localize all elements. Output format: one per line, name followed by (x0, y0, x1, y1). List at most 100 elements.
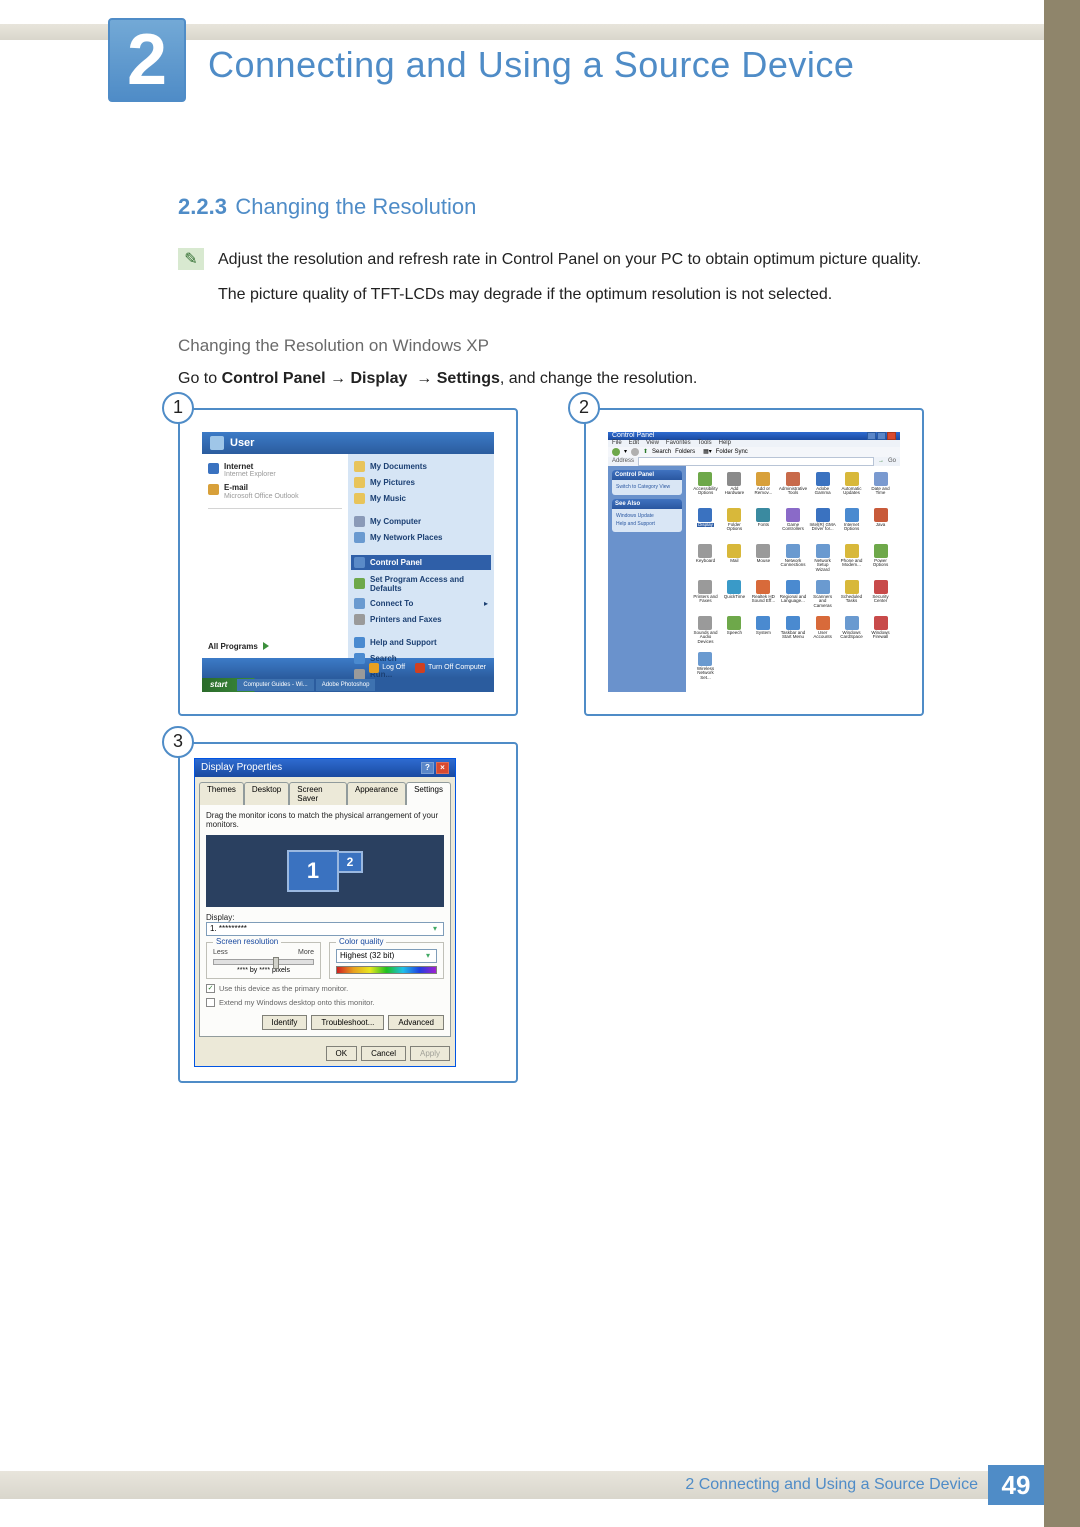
cp-icon: Java (867, 508, 894, 542)
mymusic: My Music (370, 494, 406, 503)
apply-button[interactable]: Apply (410, 1046, 450, 1061)
cpanel-icon (354, 557, 365, 568)
display-select[interactable]: 1. *********▾ (206, 922, 444, 936)
monitor-2[interactable]: 2 (337, 851, 363, 873)
drag-instruction: Drag the monitor icons to match the phys… (206, 811, 444, 829)
ok-button[interactable]: OK (326, 1046, 358, 1061)
cp-icon: Keyboard (692, 544, 719, 578)
cp-icon: Add Hardware (721, 472, 748, 506)
cp-icon: Network Setup Wizard (809, 544, 836, 578)
logoff: Log Off (382, 664, 405, 671)
connect-to: Connect To (370, 599, 413, 608)
tab-screensaver[interactable]: Screen Saver (289, 782, 347, 805)
screenshot-1: 1 User InternetInternet Explorer E-mailM… (178, 408, 518, 716)
cp-icon: Sounds and Audio Devices (692, 616, 719, 650)
tab-desktop[interactable]: Desktop (244, 782, 289, 805)
instr-suffix: , and change the resolution. (500, 370, 697, 387)
folder-icon (354, 493, 365, 504)
troubleshoot-button[interactable]: Troubleshoot... (311, 1015, 384, 1030)
step-badge-3: 3 (162, 726, 194, 758)
primary-monitor-checkbox[interactable]: ✓Use this device as the primary monitor. (206, 984, 444, 993)
chapter-badge: 2 (108, 18, 186, 102)
color-group-label: Color quality (336, 937, 386, 946)
monitor-canvas[interactable]: 1 2 (206, 835, 444, 907)
cp-icon: Security Center (867, 580, 894, 614)
cp-icon: Folder Options (721, 508, 748, 542)
page-number: 49 (988, 1465, 1044, 1505)
printers: Printers and Faxes (370, 615, 442, 624)
internet-sub: Internet Explorer (224, 471, 276, 479)
folder-icon (354, 461, 365, 472)
search-icon (354, 653, 365, 664)
username: User (230, 437, 254, 449)
help-icon: ? (421, 762, 434, 774)
resolution-value: **** by **** pixels (213, 967, 314, 974)
side-stripe (1044, 0, 1080, 1527)
cp-icon: Taskbar and Start Menu (779, 616, 807, 650)
shutdown-icon (415, 663, 425, 673)
screenshot-2: 2 Control Panel File Edit View Favorites… (584, 408, 924, 716)
folder-icon (354, 477, 365, 488)
internet-label: Internet (224, 462, 253, 471)
control-panel-mock: Control Panel File Edit View Favorites T… (608, 432, 900, 692)
extend-desktop-checkbox[interactable]: Extend my Windows desktop onto this moni… (206, 998, 444, 1007)
cp-icon-grid: Accessibility OptionsAdd HardwareAdd or … (686, 466, 900, 692)
network-icon (354, 532, 365, 543)
setprog-icon (354, 578, 365, 589)
instr-b2: Display (350, 370, 407, 387)
help-icon (354, 637, 365, 648)
cp-icon: Wireless Network Set... (692, 652, 719, 686)
close-icon: × (436, 762, 449, 774)
slider-less: Less (213, 949, 228, 956)
min-icon (867, 432, 876, 440)
cp-icon: Intel(R) GMA Driver for... (809, 508, 836, 542)
avatar-icon (210, 436, 224, 450)
tab-settings[interactable]: Settings (406, 782, 451, 805)
identify-button[interactable]: Identify (262, 1015, 308, 1030)
note-text: Adjust the resolution and refresh rate i… (218, 248, 921, 308)
dp-title: Display Properties (201, 762, 282, 773)
cp-icon: Windows Firewall (867, 616, 894, 650)
printer-icon (354, 614, 365, 625)
mycomp: My Computer (370, 517, 421, 526)
display-properties-dialog: Display Properties ?× Themes Desktop Scr… (194, 758, 456, 1067)
cp-icon: User Accounts (809, 616, 836, 650)
start-menu-mock: User InternetInternet Explorer E-mailMic… (202, 432, 494, 692)
cp-icon: Regional and Language... (779, 580, 807, 614)
instr-arrow1: → (326, 370, 351, 387)
cp-icon: Scheduled Tasks (838, 580, 865, 614)
cp-icon: Mail (721, 544, 748, 578)
max-icon (877, 432, 886, 440)
cp-icon: Administrative Tools (779, 472, 807, 506)
taskbar-tab-2: Adobe Photoshop (316, 679, 376, 691)
instr-arrow2: → (412, 370, 437, 387)
page-footer: 2 Connecting and Using a Source Device 4… (0, 1459, 1044, 1499)
subheading: Changing the Resolution on Windows XP (178, 336, 984, 356)
computer-icon (354, 516, 365, 527)
control-panel-item: Control Panel (370, 558, 422, 567)
turnoff: Turn Off Computer (428, 664, 486, 671)
tab-appearance[interactable]: Appearance (347, 782, 406, 805)
cp-icon: Speech (721, 616, 748, 650)
monitor-1[interactable]: 1 (287, 850, 339, 892)
color-select[interactable]: Highest (32 bit)▾ (336, 949, 437, 963)
tab-themes[interactable]: Themes (199, 782, 244, 805)
cp-icon: Fonts (750, 508, 777, 542)
cp-icon: Phone and Modem... (838, 544, 865, 578)
instr-prefix: Go to (178, 370, 222, 387)
close-icon (887, 432, 896, 440)
note-line-2: The picture quality of TFT-LCDs may degr… (218, 283, 921, 308)
cancel-button[interactable]: Cancel (361, 1046, 406, 1061)
address-field (638, 457, 874, 466)
cp-icon: Display (692, 508, 719, 542)
note-icon: ✎ (178, 248, 204, 270)
section-number: 2.2.3 (178, 194, 227, 219)
menu-help: Help (719, 440, 731, 446)
advanced-button[interactable]: Advanced (388, 1015, 444, 1030)
email-label: E-mail (224, 483, 248, 492)
cp-icon: Game Controllers (779, 508, 807, 542)
screenshots: 1 User InternetInternet Explorer E-mailM… (178, 408, 984, 1083)
step-badge-2: 2 (568, 392, 600, 424)
resolution-slider[interactable] (213, 959, 314, 965)
menu-file: File (612, 440, 622, 446)
